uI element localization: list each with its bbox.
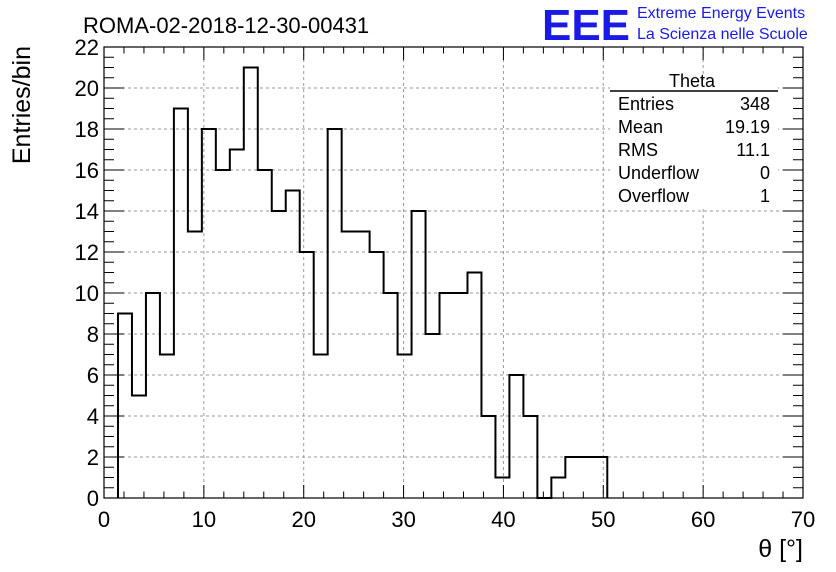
stats-label: Mean <box>618 117 663 137</box>
y-tick-label: 8 <box>87 322 99 347</box>
logo-line-2: La Scienza nelle Scuole <box>637 26 808 43</box>
logo-letters: EEE <box>542 1 630 50</box>
x-tick-labels: 0 10 20 30 40 50 60 70 <box>98 507 815 532</box>
stats-value: 11.1 <box>736 140 770 160</box>
stats-label: Overflow <box>618 186 690 206</box>
stats-label: Entries <box>618 94 674 114</box>
x-tick-label: 0 <box>98 507 110 532</box>
y-tick-labels: 0 2 4 6 8 10 12 14 16 18 20 22 <box>75 35 99 511</box>
x-axis-label: θ [°] <box>758 535 803 563</box>
stats-value: 348 <box>740 94 770 114</box>
stats-value: 0 <box>760 163 770 183</box>
chart-title: ROMA-02-2018-12-30-00431 <box>83 13 369 38</box>
y-tick-label: 4 <box>87 404 99 429</box>
x-tick-label: 30 <box>391 507 415 532</box>
y-tick-label: 0 <box>87 486 99 511</box>
histogram-outline <box>116 66 609 499</box>
stats-value: 19.19 <box>725 117 770 137</box>
stats-box-title: Theta <box>669 71 716 91</box>
stats-box-background <box>610 83 778 208</box>
y-tick-label: 10 <box>75 281 99 306</box>
x-tick-label: 10 <box>192 507 216 532</box>
y-tick-label: 20 <box>75 76 99 101</box>
y-tick-label: 12 <box>75 240 99 265</box>
stats-label: Underflow <box>618 163 700 183</box>
y-tick-label: 22 <box>75 35 99 60</box>
x-tick-label: 20 <box>291 507 315 532</box>
stats-value: 1 <box>760 186 770 206</box>
x-tick-label: 40 <box>491 507 515 532</box>
stats-rows: Entries 348 Mean 19.19 RMS 11.1 Underflow 0 Over… <box>618 94 770 206</box>
y-tick-label: 14 <box>75 199 99 224</box>
x-tick-label: 70 <box>791 507 815 532</box>
eee-logo: EEE Extreme Energy Events La Scienza nel… <box>542 1 808 50</box>
stats-label: RMS <box>618 140 658 160</box>
y-tick-label: 2 <box>87 445 99 470</box>
y-axis-label: Entries/bin <box>8 46 36 164</box>
y-tick-label: 18 <box>75 117 99 142</box>
y-tick-label: 16 <box>75 158 99 183</box>
axis-ticks <box>103 46 804 499</box>
logo-line-1: Extreme Energy Events <box>637 5 805 22</box>
stats-box: Theta Entries 348 Mean 19.19 RMS 11.1 Underflo… <box>610 71 778 208</box>
x-tick-label: 60 <box>691 507 715 532</box>
x-tick-label: 50 <box>591 507 615 532</box>
y-tick-label: 6 <box>87 363 99 388</box>
